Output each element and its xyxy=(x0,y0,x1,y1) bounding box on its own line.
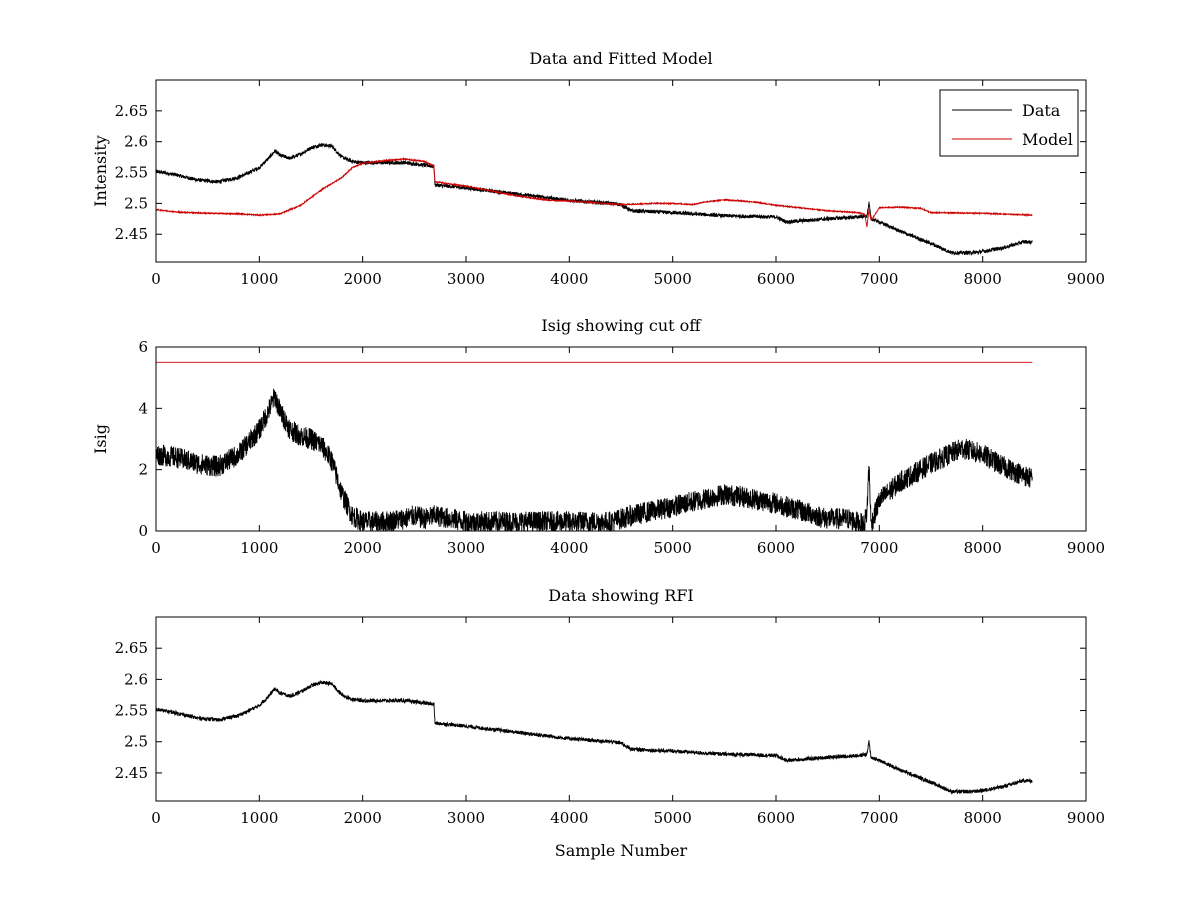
subplot-2: 0 1000 2000 3000 4000 5000 6000 7000 8000 9000 0 2 4… xyxy=(91,316,1105,557)
series-line-data xyxy=(156,142,1033,256)
chart-title: Data and Fitted Model xyxy=(529,49,712,68)
y-tick-label: 2.6 xyxy=(124,133,148,151)
chart-title: Isig showing cut off xyxy=(541,316,702,335)
x-tick-label: 3000 xyxy=(447,809,485,827)
x-tick-label: 3000 xyxy=(447,539,485,557)
x-tick-label: 7000 xyxy=(860,539,898,557)
series-line-model xyxy=(156,157,1033,228)
chart-title: Data showing RFI xyxy=(548,586,693,605)
x-tick-label: 2000 xyxy=(344,539,382,557)
x-tick-label: 1000 xyxy=(240,270,278,288)
x-tick-label: 2000 xyxy=(344,270,382,288)
y-tick-label: 2.55 xyxy=(115,702,148,720)
x-tick-label: 1000 xyxy=(240,809,278,827)
legend-box xyxy=(939,89,1079,157)
x-tick-label: 2000 xyxy=(344,809,382,827)
series-line-signal xyxy=(156,388,1033,531)
x-tick-label: 6000 xyxy=(757,270,795,288)
x-tick-label: 6000 xyxy=(757,539,795,557)
y-tick-label: 2.45 xyxy=(115,764,148,782)
x-tick-label: 5000 xyxy=(654,809,692,827)
legend-label-model: Model xyxy=(1022,130,1073,149)
y-axis-label: Intensity xyxy=(91,135,110,207)
y-tick-label: 4 xyxy=(138,399,148,417)
y-tick-label: 2.55 xyxy=(115,164,148,182)
axes-box xyxy=(155,616,1087,802)
x-tick-label: 7000 xyxy=(860,270,898,288)
y-axis-label: Isig xyxy=(91,424,110,454)
y-tick-label: 0 xyxy=(138,522,148,540)
y-tick-label: 2.5 xyxy=(124,733,148,751)
x-tick-label: 9000 xyxy=(1067,270,1105,288)
subplot-1: 0 1000 2000 3000 4000 5000 6000 7000 8000 9000 2.4… xyxy=(91,49,1105,288)
y-tick-label: 2.5 xyxy=(124,194,148,212)
y-tick-label: 2.65 xyxy=(115,102,148,120)
x-tick-label: 5000 xyxy=(654,539,692,557)
y-tick-label: 2.45 xyxy=(115,225,148,243)
y-tick-label: 2.6 xyxy=(124,670,148,688)
y-tick-label: 6 xyxy=(138,338,148,356)
x-tick-label: 9000 xyxy=(1067,809,1105,827)
x-tick-label: 5000 xyxy=(654,270,692,288)
x-tick-label: 6000 xyxy=(757,809,795,827)
axes-box xyxy=(155,79,1087,263)
x-axis-label: Sample Number xyxy=(555,841,688,860)
x-tick-label: 3000 xyxy=(447,270,485,288)
x-tick-label: 4000 xyxy=(550,539,588,557)
x-tick-label: 1000 xyxy=(240,539,278,557)
x-tick-label: 7000 xyxy=(860,809,898,827)
subplot-3: 0 1000 2000 3000 4000 5000 6000 7000 8000 9000 2.4… xyxy=(115,586,1106,860)
x-tick-label: 4000 xyxy=(550,809,588,827)
x-tick-label: 4000 xyxy=(550,270,588,288)
y-tick-label: 2 xyxy=(138,461,148,479)
legend-label-data: Data xyxy=(1022,101,1061,120)
x-tick-label: 0 xyxy=(151,270,161,288)
y-tick-label: 2.65 xyxy=(115,639,148,657)
legend: Data Model xyxy=(939,89,1079,157)
x-tick-label: 8000 xyxy=(964,539,1002,557)
x-tick-label: 8000 xyxy=(964,270,1002,288)
axes-box xyxy=(155,346,1087,532)
x-tick-label: 0 xyxy=(151,539,161,557)
series-line-signal xyxy=(156,679,1033,795)
x-tick-label: 8000 xyxy=(964,809,1002,827)
x-tick-label: 0 xyxy=(151,809,161,827)
x-tick-label: 9000 xyxy=(1067,539,1105,557)
